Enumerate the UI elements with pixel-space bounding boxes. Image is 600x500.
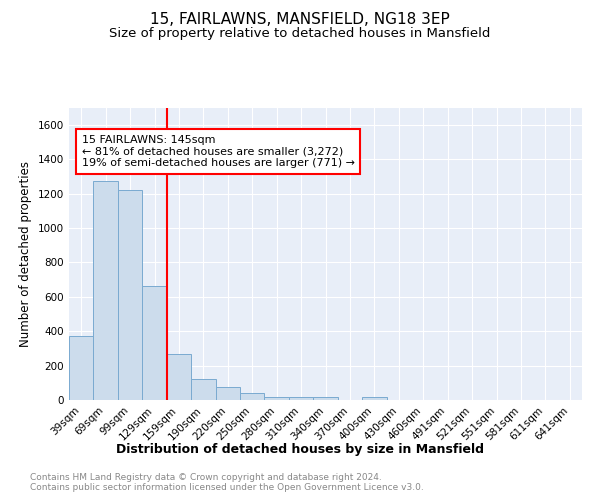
Bar [289,398,313,400]
Text: 15 FAIRLAWNS: 145sqm
← 81% of detached houses are smaller (3,272)
19% of semi-de: 15 FAIRLAWNS: 145sqm ← 81% of detached h… [82,135,355,168]
Bar [191,380,215,400]
Bar [167,354,191,400]
Text: Size of property relative to detached houses in Mansfield: Size of property relative to detached ho… [109,28,491,40]
Y-axis label: Number of detached properties: Number of detached properties [19,161,32,347]
Text: Contains HM Land Registry data © Crown copyright and database right 2024.
Contai: Contains HM Land Registry data © Crown c… [30,472,424,492]
Bar [69,336,94,400]
Text: Distribution of detached houses by size in Mansfield: Distribution of detached houses by size … [116,442,484,456]
Bar [362,398,386,400]
Bar [265,396,289,400]
Bar [118,190,142,400]
Bar [142,286,167,400]
Text: 15, FAIRLAWNS, MANSFIELD, NG18 3EP: 15, FAIRLAWNS, MANSFIELD, NG18 3EP [150,12,450,28]
Bar [94,182,118,400]
Bar [215,387,240,400]
Bar [313,398,338,400]
Bar [240,393,265,400]
